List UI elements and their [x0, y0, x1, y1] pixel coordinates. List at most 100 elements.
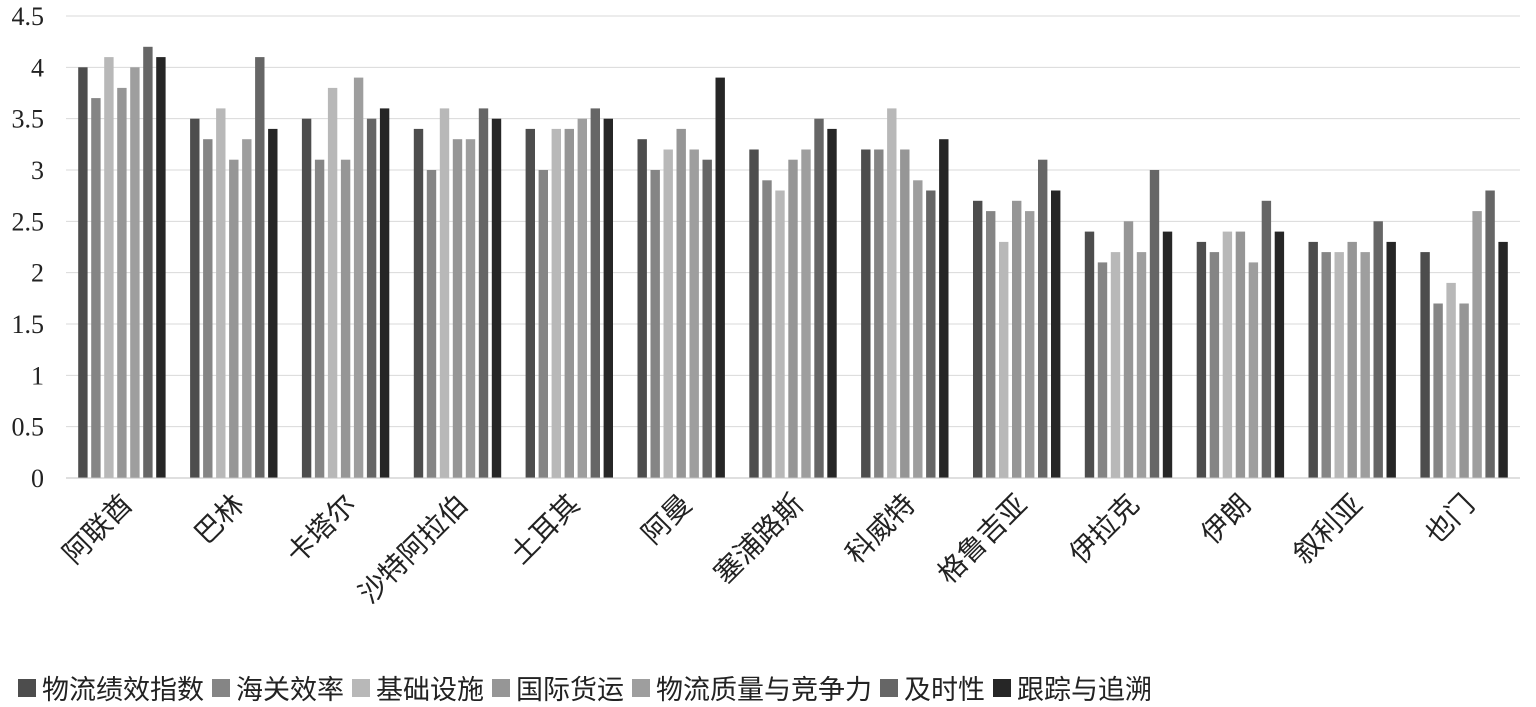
- legend-label: 及时性: [904, 675, 985, 706]
- bar: [973, 200, 983, 479]
- bar: [676, 128, 686, 478]
- bar: [913, 180, 923, 479]
- legend-label: 国际货运: [516, 675, 624, 706]
- bar: [1110, 252, 1121, 478]
- bar: [1025, 211, 1035, 478]
- bar: [1051, 190, 1061, 478]
- bar: [130, 67, 140, 479]
- bar: [1084, 231, 1095, 478]
- y-axis-ticks: 0 0.5 1 1.5 2 2.5 3 3.5 4 4.5: [12, 2, 45, 493]
- legend-label: 物流绩效指数: [42, 675, 204, 706]
- bar: [1038, 159, 1048, 478]
- bar: [1433, 303, 1443, 478]
- bar: [1498, 241, 1508, 478]
- bar: [551, 128, 561, 478]
- bar: [78, 67, 88, 479]
- bar: [861, 149, 871, 478]
- legend-item: 物流绩效指数: [18, 668, 204, 707]
- legend-swatch: [993, 678, 1011, 697]
- bar: [650, 170, 660, 478]
- legend-label: 物流质量与竞争力: [656, 675, 872, 706]
- x-tick-label: 伊拉克: [1063, 488, 1146, 571]
- bar: [702, 159, 712, 478]
- bar: [1472, 211, 1482, 478]
- bar: [603, 118, 613, 478]
- bar: [1261, 200, 1272, 479]
- bar: [268, 128, 278, 478]
- bar: [242, 139, 252, 478]
- x-tick-label: 阿曼: [635, 488, 698, 551]
- bar: [156, 57, 166, 478]
- x-tick-label: 科威特: [839, 488, 922, 571]
- x-tick-label: 土耳其: [504, 488, 587, 571]
- bar: [1386, 241, 1396, 478]
- bar: [689, 149, 699, 478]
- bar: [939, 139, 949, 478]
- x-tick-label: 卡塔尔: [280, 488, 363, 571]
- legend-item: 国际货运: [492, 668, 624, 707]
- bar: [887, 108, 897, 479]
- bar: [117, 87, 127, 479]
- bar: [926, 190, 936, 478]
- legend-item: 跟踪与追溯: [993, 668, 1152, 707]
- y-tick-label: 2: [31, 259, 44, 288]
- bar: [340, 159, 351, 478]
- bar: [366, 118, 377, 478]
- y-tick-label: 2.5: [12, 207, 45, 236]
- bar: [525, 128, 535, 478]
- bar: [478, 108, 489, 479]
- legend-item: 物流质量与竞争力: [632, 668, 872, 707]
- legend-swatch: [212, 678, 230, 697]
- legend-item: 海关效率: [212, 668, 344, 707]
- bar: [1459, 303, 1469, 478]
- bar: [439, 108, 450, 479]
- legend-swatch: [632, 678, 650, 697]
- bar: [1209, 252, 1220, 478]
- y-tick-label: 4: [31, 53, 44, 82]
- bar: [452, 139, 463, 478]
- legend-swatch: [492, 678, 510, 697]
- bar: [255, 57, 265, 478]
- x-tick-label: 格鲁吉亚: [931, 488, 1034, 591]
- bar: [663, 149, 673, 478]
- legend-item: 基础设施: [352, 668, 484, 707]
- bar: [1360, 252, 1370, 478]
- bar: [749, 149, 759, 478]
- bar: [229, 159, 239, 478]
- x-tick-label: 也门: [1418, 488, 1481, 551]
- bar: [301, 118, 312, 478]
- bar: [564, 128, 574, 478]
- bar: [577, 118, 587, 478]
- bar: [1308, 241, 1318, 478]
- legend-swatch: [352, 678, 370, 697]
- bar: [590, 108, 600, 479]
- bar: [814, 118, 824, 478]
- bar: [775, 190, 785, 478]
- bar: [762, 180, 772, 479]
- bar: [827, 128, 837, 478]
- x-tick-label: 阿联酋: [56, 488, 139, 571]
- bar: [426, 170, 437, 478]
- bar: [1012, 200, 1022, 479]
- bar: [1373, 221, 1383, 479]
- x-tick-label: 伊朗: [1194, 488, 1257, 551]
- bar: [1248, 262, 1259, 478]
- bar: [1222, 231, 1233, 478]
- bar: [1321, 252, 1331, 478]
- legend-item: 及时性: [880, 668, 985, 707]
- y-tick-label: 0.5: [12, 413, 45, 442]
- bar: [465, 139, 476, 478]
- bar: [314, 159, 325, 478]
- x-tick-label: 巴林: [188, 488, 251, 551]
- y-tick-label: 3.5: [12, 105, 45, 134]
- bar: [1123, 221, 1134, 479]
- legend-swatch: [18, 678, 36, 697]
- legend: 物流绩效指数 海关效率 基础设施 国际货运 物流质量与竞争力 及时性 跟踪与追溯: [18, 668, 1160, 707]
- bar: [91, 98, 101, 478]
- bars: [78, 46, 1508, 479]
- bar: [1347, 241, 1357, 478]
- bar: [379, 108, 390, 479]
- bar: [1136, 252, 1147, 478]
- bar: [1235, 231, 1246, 478]
